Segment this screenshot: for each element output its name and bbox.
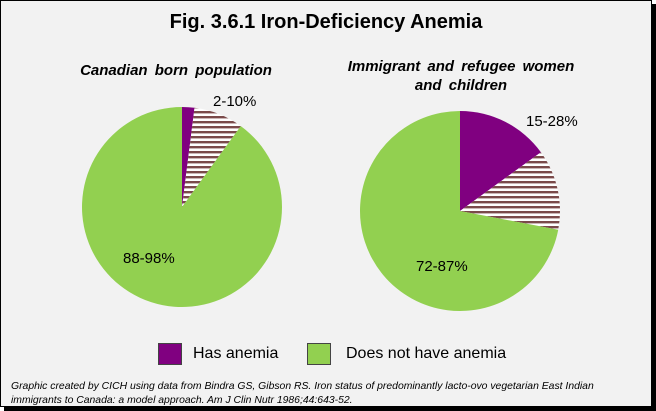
pie-immigrant-refugee — [359, 111, 560, 311]
pie-label-no-anemia-range: 88-98% — [123, 250, 175, 267]
pie-charts: 2-10% 88-98% 15-28% 72-87% — [81, 93, 578, 311]
pie-title-immigrant-refugee: Immigrant and refugee women and children — [347, 58, 575, 94]
pie-canadian-born — [81, 107, 282, 307]
pie-slice-has-anemia — [460, 111, 541, 211]
pie-title-canadian-born: Canadian born population — [80, 62, 272, 79]
pie-slice-anemia-upper-range — [460, 152, 560, 230]
legend-swatch-no-anemia — [307, 343, 331, 365]
source-note: Graphic created by CICH using data from … — [11, 381, 594, 406]
legend-label-has-anemia: Has anemia — [193, 345, 279, 362]
pie-slice-no-anemia — [81, 107, 282, 307]
pie-slice-has-anemia — [182, 107, 195, 207]
pie-label-anemia-range: 15-28% — [526, 113, 578, 130]
chart-title: Fig. 3.6.1 Iron-Deficiency Anemia — [169, 11, 483, 33]
pie-label-no-anemia-range: 72-87% — [416, 258, 468, 275]
legend: Has anemia Does not have anemia — [1, 341, 651, 367]
legend-label-no-anemia: Does not have anemia — [346, 345, 507, 362]
legend-swatch-has-anemia — [158, 343, 182, 365]
pie-slice-anemia-upper-range — [182, 107, 241, 207]
pie-slice-no-anemia — [359, 111, 559, 311]
pie-label-anemia-range: 2-10% — [213, 93, 256, 110]
